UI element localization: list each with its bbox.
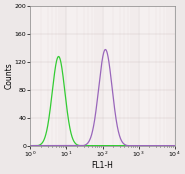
X-axis label: FL1-H: FL1-H [92,161,113,170]
Y-axis label: Counts: Counts [4,63,13,89]
